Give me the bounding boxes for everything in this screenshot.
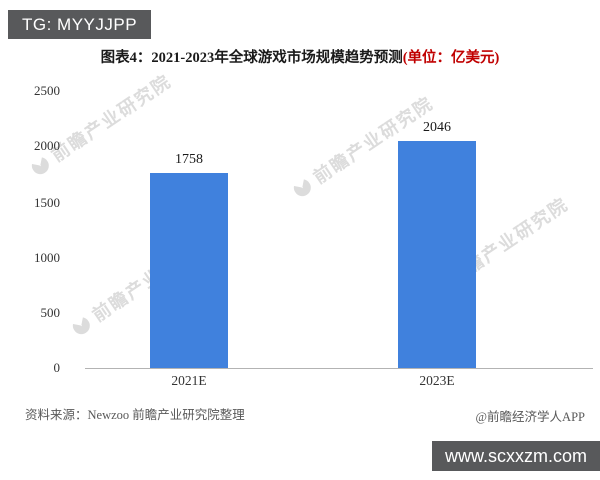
bar-2021e — [150, 173, 228, 368]
website-stamp-badge: www.scxxzm.com — [431, 441, 600, 471]
y-tick-label: 1000 — [34, 250, 60, 265]
website-stamp-text: www.scxxzm.com — [444, 445, 587, 466]
telegram-stamp-badge: TG: MYYJJPP — [8, 10, 152, 39]
bar-2023e — [398, 141, 476, 368]
y-tick-label: 2000 — [34, 138, 60, 153]
y-tick-label: 2500 — [34, 83, 60, 98]
bar-value-label: 1758 — [175, 152, 203, 167]
qianzhan-logo-icon — [290, 175, 314, 200]
x-category-label: 2021E — [171, 373, 207, 388]
y-tick-label: 1500 — [34, 195, 60, 210]
qianzhan-logo-icon — [69, 313, 93, 338]
chart-title-main: 图表4：2021-2023年全球游戏市场规模趋势预测 — [100, 50, 403, 66]
bar-value-label: 2046 — [423, 120, 451, 135]
credit-note: @前瞻经济学人APP — [475, 410, 585, 424]
data-source-note: 资料来源：Newzoo 前瞻产业研究院整理 — [25, 408, 245, 422]
qianzhan-logo-icon — [28, 153, 52, 178]
x-axis-line — [85, 368, 593, 369]
y-tick-label: 0 — [53, 360, 61, 375]
x-category-label: 2023E — [419, 373, 455, 388]
chart-title-unit: (单位：亿美元) — [402, 50, 500, 66]
chart-title: 图表4：2021-2023年全球游戏市场规模趋势预测(单位：亿美元) — [0, 46, 600, 67]
telegram-stamp-text: TG: MYYJJPP — [22, 14, 138, 34]
y-tick-label: 500 — [40, 305, 61, 320]
